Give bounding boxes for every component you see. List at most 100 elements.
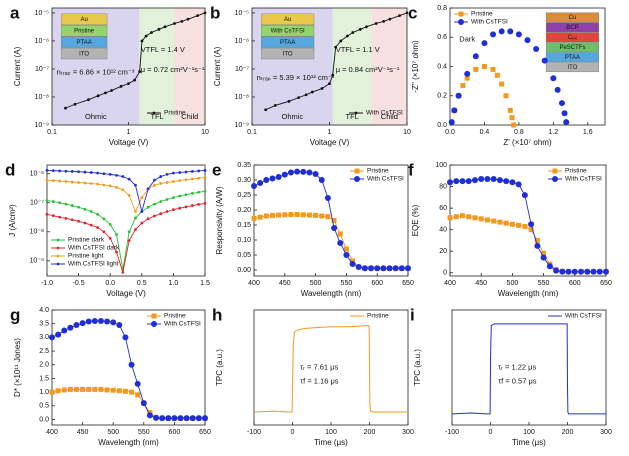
x-tick-label: -0.5 xyxy=(73,280,85,287)
legend-label: With CsTFSI dark xyxy=(68,245,120,252)
y-axis-title: EQE (%) xyxy=(411,204,420,236)
legend-label: With CsTFSI xyxy=(366,110,403,117)
data-point xyxy=(159,212,163,216)
data-point xyxy=(554,86,561,93)
data-point xyxy=(203,11,207,15)
y-tick-label: 10⁻⁸ xyxy=(235,94,249,101)
data-point xyxy=(190,192,194,195)
data-point xyxy=(159,200,163,203)
series-line xyxy=(253,325,408,413)
data-point xyxy=(596,268,603,275)
data-point xyxy=(104,318,111,325)
data-point xyxy=(565,268,572,275)
data-point xyxy=(104,91,107,95)
data-point xyxy=(70,180,74,184)
x-tick-label: 500 xyxy=(107,429,119,436)
data-point xyxy=(178,194,182,198)
data-point xyxy=(140,221,144,225)
data-point xyxy=(51,169,55,173)
x-tick-label: 0.1 xyxy=(47,129,57,136)
data-point xyxy=(584,268,591,275)
data-point xyxy=(97,317,104,324)
data-point xyxy=(165,415,172,422)
panel: i -100 0 100 200 300 Time (μs) TPC (a.u.) τᵣ = 1… xyxy=(410,305,612,447)
x-axis-title: Time (μs) xyxy=(512,438,546,447)
region xyxy=(174,8,205,125)
legend-label: Pristine xyxy=(367,313,389,320)
data-point xyxy=(172,171,175,175)
data-point xyxy=(134,216,137,220)
data-point xyxy=(70,204,74,207)
stack-label: Au xyxy=(284,17,291,23)
y-axis-title: J (A/cm²) xyxy=(8,204,17,237)
y-tick-label: 0.10 xyxy=(237,237,251,244)
stack-layer xyxy=(261,36,315,48)
x-tick-label: 600 xyxy=(371,280,383,287)
y-tick-label: 10⁻⁸ xyxy=(35,94,49,101)
x-tick-label: 550 xyxy=(538,280,550,287)
x-tick-label: 10 xyxy=(403,129,411,136)
data-point xyxy=(83,170,87,174)
data-point xyxy=(203,189,207,193)
data-point xyxy=(484,176,491,183)
x-tick-label: 600 xyxy=(169,429,181,436)
data-point xyxy=(51,200,55,203)
x-axis-title: Time (μs) xyxy=(314,438,348,447)
data-point xyxy=(511,122,517,128)
panel-label: f xyxy=(408,160,414,179)
data-point xyxy=(102,230,106,234)
data-point xyxy=(108,172,112,176)
x-tick-label: 1 xyxy=(127,129,131,136)
panel: a Ohmic TFL Child Au Pristine PTAA ITO 0.1 1 10 10⁻… xyxy=(10,3,209,147)
annotation: τᵣ = 7.61 μs xyxy=(300,362,338,371)
stack-layer xyxy=(261,25,315,37)
y-tick-label: 10⁻⁶ xyxy=(35,38,49,45)
legend-label: With CsTFSI light xyxy=(68,261,119,268)
data-point xyxy=(459,178,466,185)
stack-layer xyxy=(60,13,108,25)
data-point xyxy=(276,212,282,218)
data-point xyxy=(388,17,392,21)
data-point xyxy=(287,169,294,176)
data-point xyxy=(108,236,112,240)
stack-label: Cu xyxy=(569,15,577,21)
data-point xyxy=(507,107,513,113)
data-point xyxy=(61,327,68,334)
data-point xyxy=(51,214,55,218)
data-point xyxy=(503,178,510,185)
data-point xyxy=(115,250,118,254)
y-tick-label: 10⁻⁹ xyxy=(30,258,44,265)
data-point xyxy=(184,205,188,209)
panel: c Cu BCP C₆₀ PeSCTFs PTAA ITO 0.0 0.4 0.8 1.2 1.6 0.… xyxy=(408,3,606,147)
panel-label: b xyxy=(210,3,220,22)
data-point xyxy=(294,168,301,175)
data-point xyxy=(257,180,264,186)
data-point xyxy=(300,168,307,175)
data-point xyxy=(110,387,116,393)
data-point xyxy=(64,106,67,110)
data-point xyxy=(134,183,137,187)
x-tick-label: 0.5 xyxy=(137,280,147,287)
data-point xyxy=(83,221,87,225)
data-point xyxy=(459,213,465,219)
x-axis-title: Voltage (V) xyxy=(109,138,149,147)
data-point xyxy=(122,388,128,394)
x-tick-label: -100 xyxy=(445,429,459,436)
data-point xyxy=(165,210,169,213)
legend-label: With CsTFSI xyxy=(367,176,404,183)
stack-label: ITO xyxy=(79,51,89,57)
x-tick-label: 0.4 xyxy=(480,129,490,136)
data-point xyxy=(184,193,188,197)
data-point xyxy=(45,199,49,202)
data-point xyxy=(153,414,160,421)
legend-marker xyxy=(56,238,60,242)
x-tick-label: 1 xyxy=(328,129,332,136)
data-point xyxy=(382,19,386,23)
data-point xyxy=(128,361,135,368)
stack-layer xyxy=(545,42,599,53)
data-point xyxy=(127,230,131,234)
legend-label: With CsTFSI xyxy=(164,321,201,328)
legend-marker xyxy=(458,11,464,17)
y-tick-label: 0.0 xyxy=(437,122,447,129)
data-point xyxy=(171,415,178,422)
